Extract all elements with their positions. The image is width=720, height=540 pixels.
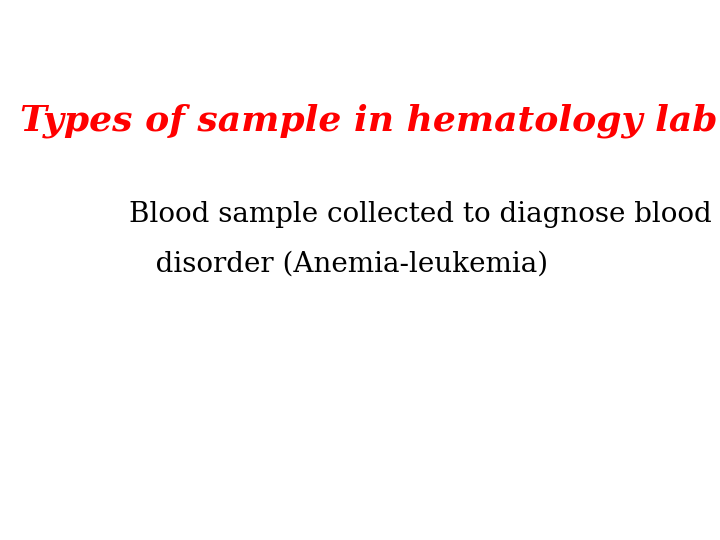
Text: Types of sample in hematology lab: Types of sample in hematology lab xyxy=(22,102,720,137)
Text: Types of sample in hematology lab: Types of sample in hematology lab xyxy=(20,101,718,136)
Text: Types of sample in hematology lab: Types of sample in hematology lab xyxy=(20,106,718,141)
Text: disorder (Anemia-leukemia): disorder (Anemia-leukemia) xyxy=(129,251,548,278)
Text: Types of sample in hematology lab: Types of sample in hematology lab xyxy=(18,105,716,140)
Text: Types of sample in hematology lab: Types of sample in hematology lab xyxy=(18,102,716,137)
Text: Types of sample in hematology lab: Types of sample in hematology lab xyxy=(22,104,720,138)
Text: Types of sample in hematology lab: Types of sample in hematology lab xyxy=(20,105,718,140)
Text: Types of sample in hematology lab: Types of sample in hematology lab xyxy=(20,102,718,137)
Text: Types of sample in hematology lab: Types of sample in hematology lab xyxy=(22,105,720,140)
Text: Types of sample in hematology lab: Types of sample in hematology lab xyxy=(17,104,714,138)
Text: Types of sample in hematology lab: Types of sample in hematology lab xyxy=(18,104,716,138)
Text: Types of sample in hematology lab: Types of sample in hematology lab xyxy=(24,104,720,138)
Text: Types of sample in hematology lab: Types of sample in hematology lab xyxy=(20,104,718,138)
Text: Blood sample collected to diagnose blood: Blood sample collected to diagnose blood xyxy=(129,201,712,228)
